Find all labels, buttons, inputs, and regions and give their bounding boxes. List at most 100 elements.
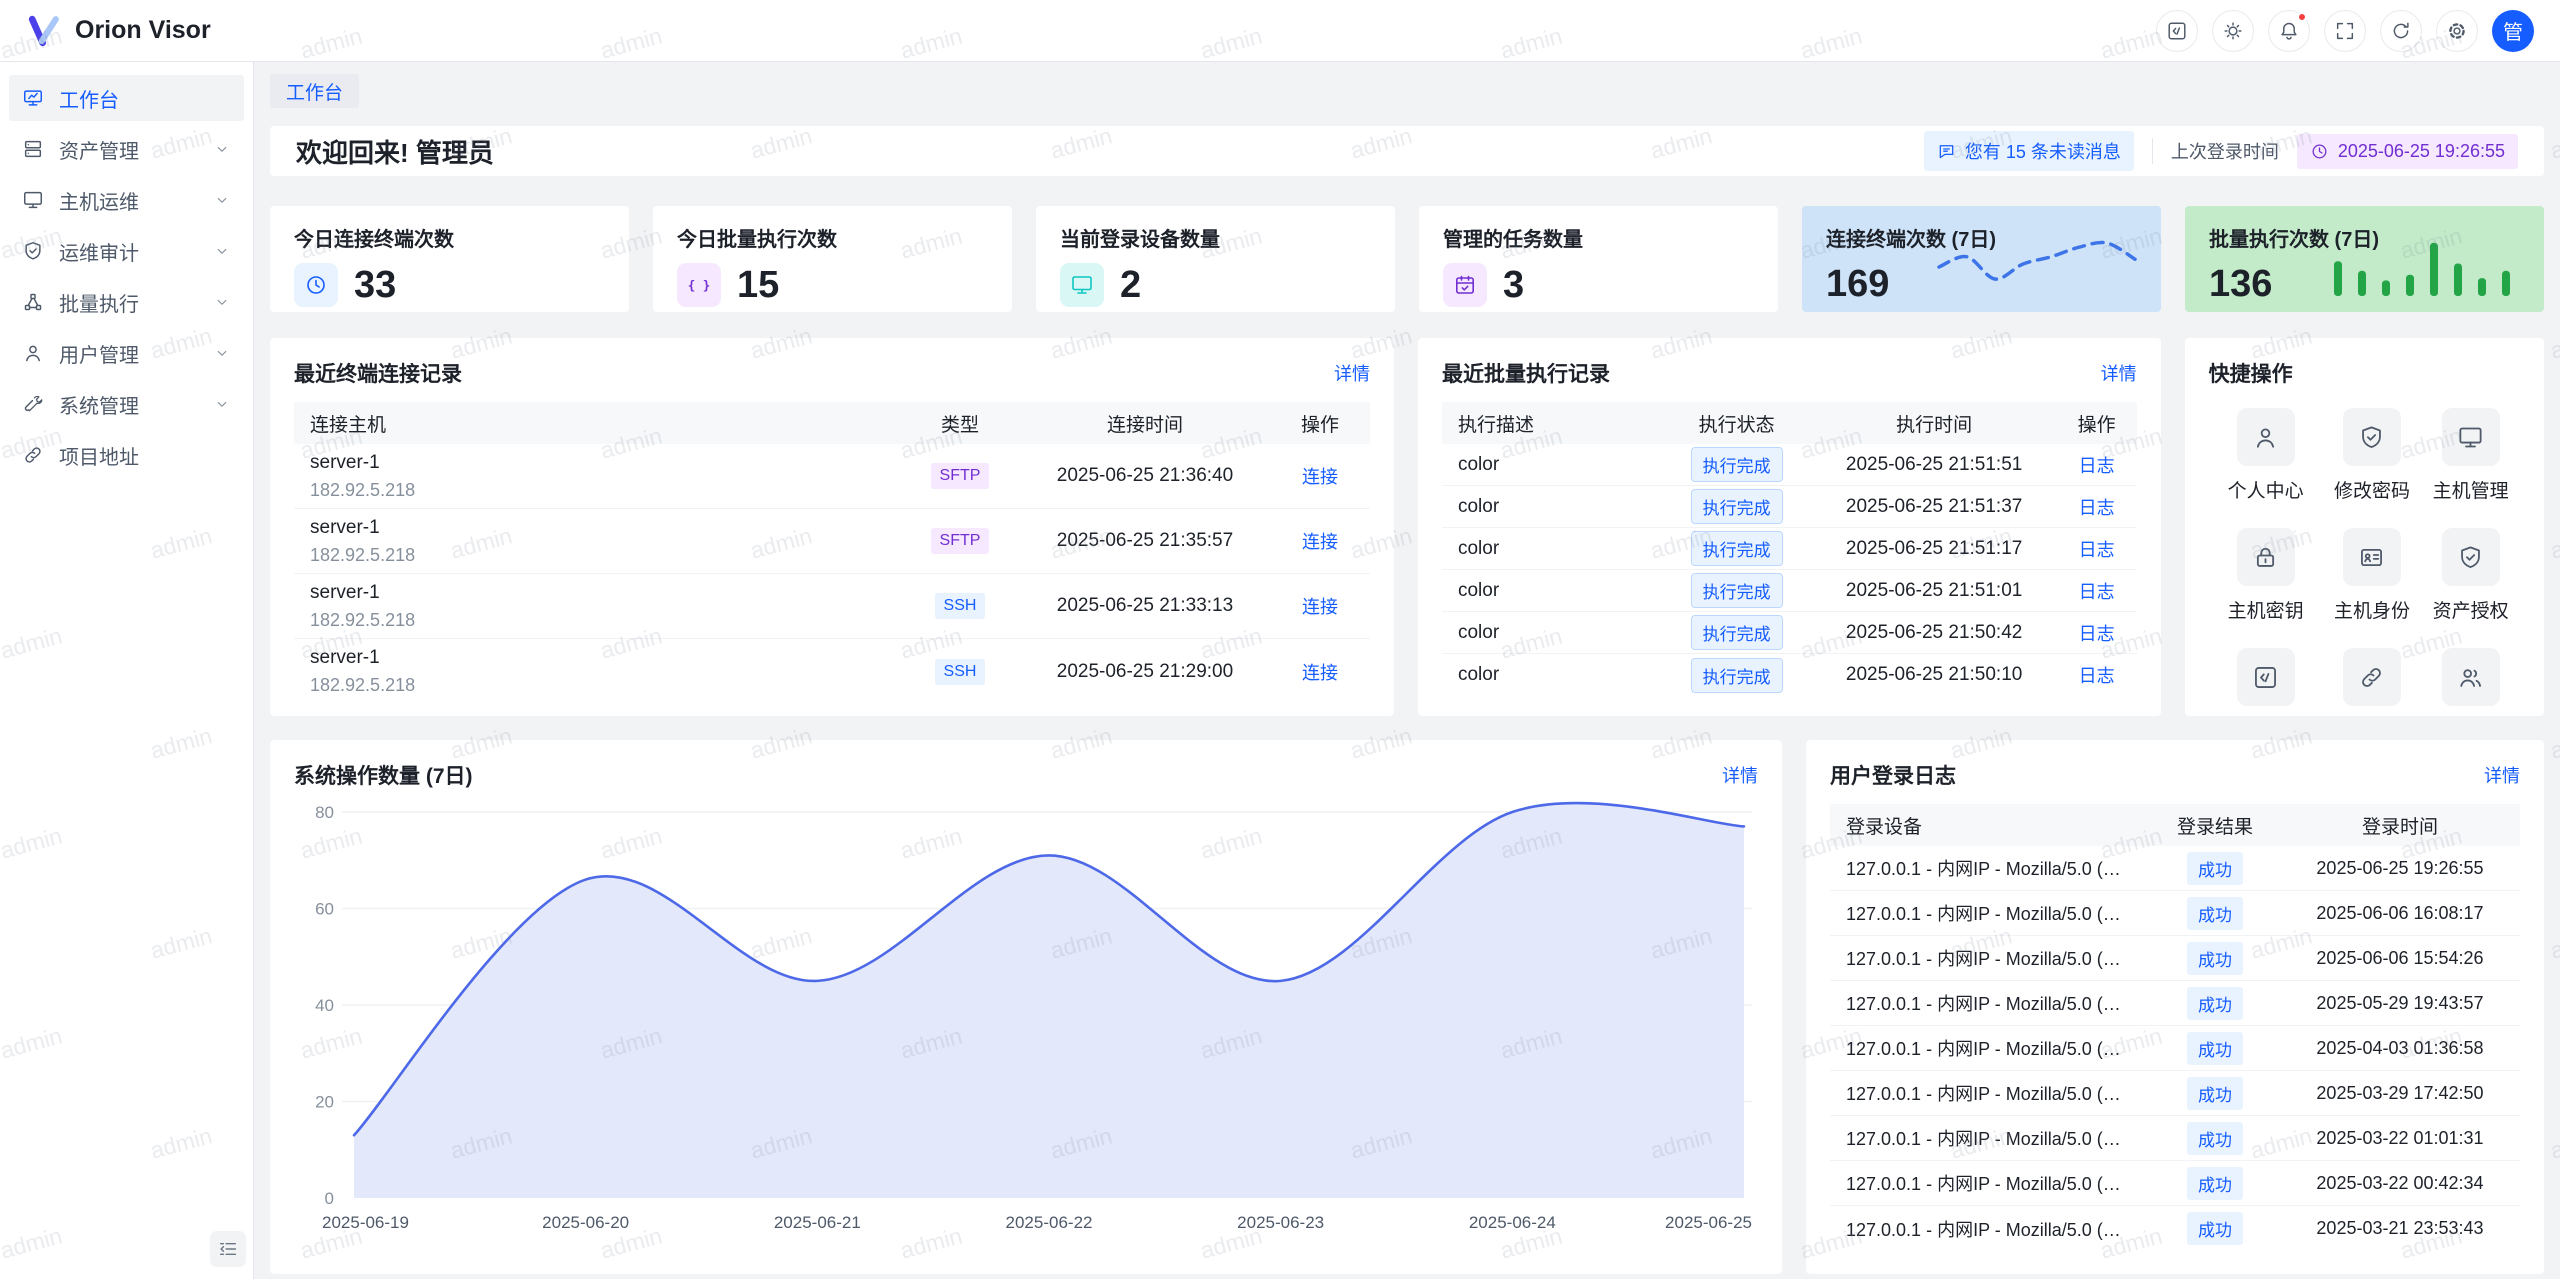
- quick-action-label: 修改密码: [2333, 481, 2410, 502]
- sidebar-item-label: 项目地址: [59, 446, 139, 469]
- theme-button[interactable]: [2212, 9, 2254, 52]
- host-name: server-1: [310, 451, 380, 473]
- column-header: 登录时间: [2361, 816, 2438, 838]
- quick-action-online-sessions[interactable]: 在线会话: [2433, 648, 2509, 716]
- connect-link[interactable]: 连接: [1301, 662, 1338, 683]
- connect-link[interactable]: 连接: [1301, 597, 1338, 617]
- login-log-row: 127.0.0.1 - 内网IP - Mozilla/5.0 (Windows …: [1830, 1026, 2520, 1071]
- sidebar-item-workbench[interactable]: 工作台: [9, 75, 244, 121]
- dev-tools-button[interactable]: [2156, 9, 2198, 52]
- braces-icon: { }: [677, 263, 721, 307]
- svg-text:60: 60: [315, 900, 334, 919]
- collapse-icon: [217, 1238, 239, 1260]
- log-link[interactable]: 日志: [2078, 539, 2115, 560]
- log-link[interactable]: 日志: [2078, 455, 2115, 476]
- stat-title: 批量执行次数 (7日): [2209, 229, 2379, 251]
- sidebar-item-label: 用户管理: [59, 344, 139, 367]
- brand-title: Orion Visor: [75, 16, 211, 44]
- notifications-button[interactable]: [2268, 9, 2310, 52]
- login-log-detail-link[interactable]: 详情: [2484, 766, 2520, 786]
- chevron-down-icon: [213, 242, 231, 260]
- quick-action-change-password[interactable]: 修改密码: [2334, 408, 2410, 503]
- connect-link[interactable]: 连接: [1301, 467, 1338, 487]
- sidebar-item-project-link[interactable]: 项目地址: [9, 432, 244, 478]
- login-device: 127.0.0.1 - 内网IP - Mozilla/5.0 (Windows …: [1846, 994, 2150, 1014]
- stat-title: 今日连接终端次数: [294, 229, 454, 251]
- quick-action-host-keys[interactable]: 主机密钥: [2228, 528, 2304, 623]
- collapse-sidebar-button[interactable]: [210, 1231, 246, 1267]
- system-operations-detail-link[interactable]: 详情: [1722, 766, 1758, 786]
- column-header: 操作: [2077, 414, 2116, 436]
- execution-description: color: [1457, 664, 1500, 685]
- quick-action-host-identity[interactable]: 主机身份: [2334, 528, 2410, 623]
- user-avatar[interactable]: 管: [2492, 9, 2534, 52]
- sidebar-item-asset-management[interactable]: 资产管理: [9, 126, 244, 172]
- svg-text:20: 20: [315, 1093, 334, 1112]
- system-operations-area-chart: 0 20 40 60 80 2025-06-19 2025-06-20 2025-06-21 2…: [294, 790, 1758, 1244]
- stat-title: 管理的任务数量: [1443, 229, 1583, 251]
- chevron-down-icon: [213, 293, 231, 311]
- sidebar-item-batch-exec[interactable]: 批量执行: [9, 279, 244, 325]
- host-name: server-1: [310, 647, 380, 668]
- login-log-row: 127.0.0.1 - 内网IP - Mozilla/5.0 (Windows …: [1830, 1206, 2520, 1251]
- quick-action-asset-authorization[interactable]: 资产授权: [2433, 528, 2509, 623]
- login-log-row: 127.0.0.1 - 内网IP - Mozilla/5.0 (Windows …: [1830, 1116, 2520, 1161]
- batch-execution-row: color 执行完成 2025-06-25 21:51:51 日志: [1441, 444, 2137, 486]
- stats-row: 今日连接终端次数 33 今日批量执行次数 { } 15 当前登录设备数量 2 管理的任务数量 3…: [270, 206, 2544, 312]
- stat-card-current-login-devices: 当前登录设备数量 2: [1036, 206, 1395, 312]
- lock-icon: [2252, 544, 2279, 571]
- log-link[interactable]: 日志: [2078, 497, 2115, 518]
- sidebar-item-system-management[interactable]: 系统管理: [9, 381, 244, 427]
- connect-link[interactable]: 连接: [1301, 532, 1338, 552]
- fullscreen-button[interactable]: [2324, 9, 2366, 52]
- refresh-button[interactable]: [2380, 9, 2422, 52]
- terminal-detail-link[interactable]: 详情: [1333, 364, 1370, 384]
- login-device: 127.0.0.1 - 内网IP - Mozilla/5.0 (Windows …: [1846, 859, 2150, 879]
- clock-icon: [2310, 142, 2329, 161]
- host-ip: 182.92.5.218: [310, 609, 416, 630]
- quick-action-label: 主机管理: [2432, 481, 2509, 502]
- breadcrumb-item-workbench[interactable]: 工作台: [286, 82, 344, 104]
- log-link[interactable]: 日志: [2078, 581, 2115, 602]
- code-square-icon: [2252, 664, 2279, 691]
- id-card-icon: [2358, 544, 2385, 571]
- host-ip: 182.92.5.218: [310, 479, 416, 500]
- protocol-badge: SFTP: [930, 528, 990, 554]
- quick-action-host-terminal[interactable]: 主机终端: [2228, 648, 2304, 716]
- unread-messages-text: 您有 15 条未读消息: [1964, 142, 2121, 162]
- brand: Orion Visor: [26, 13, 211, 49]
- sidebar-item-host-ops[interactable]: 主机运维: [9, 177, 244, 223]
- sidebar-item-user-management[interactable]: 用户管理: [9, 330, 244, 376]
- header-actions: 管: [2156, 9, 2534, 52]
- log-link[interactable]: 日志: [2078, 623, 2115, 644]
- wrench-icon: [22, 393, 44, 415]
- execution-time: 2025-06-25 21:50:10: [1845, 664, 2023, 685]
- login-result-badge: 成功: [2187, 1031, 2243, 1065]
- batch-exec-detail-link[interactable]: 详情: [2100, 364, 2137, 384]
- login-device: 127.0.0.1 - 内网IP - Mozilla/5.0 (Windows …: [1846, 904, 2150, 924]
- quick-action-personal-center[interactable]: 个人中心: [2228, 408, 2304, 503]
- assets-icon: [22, 138, 44, 160]
- login-log-row: 127.0.0.1 - 内网IP - Mozilla/5.0 (Windows …: [1830, 981, 2520, 1026]
- login-time: 2025-06-06 15:54:26: [2316, 947, 2484, 968]
- panel-title: 快捷操作: [2208, 363, 2293, 386]
- log-link[interactable]: 日志: [2078, 666, 2115, 686]
- last-login-time: 2025-06-25 19:26:55: [2337, 140, 2505, 161]
- column-header: 操作: [1300, 414, 1339, 436]
- login-device: 127.0.0.1 - 内网IP - Mozilla/5.0 (Windows …: [1846, 1174, 2150, 1194]
- host-ip: 182.92.5.218: [310, 544, 416, 565]
- sidebar-item-ops-audit[interactable]: 运维审计: [9, 228, 244, 274]
- terminal-connections-table: 连接主机 类型 连接时间 操作 server-1 182.92.5.218 SFTP 2025…: [294, 402, 1370, 704]
- quick-action-host-management[interactable]: 主机管理: [2433, 408, 2509, 503]
- batch-executions-table: 执行描述 执行状态 执行时间 操作 color 执行完成 2025-06-25 21:51:…: [1441, 402, 2137, 696]
- panel-head: 快捷操作: [2209, 358, 2520, 388]
- quick-action-connection-log[interactable]: 连接日志: [2334, 648, 2410, 716]
- execution-time: 2025-06-25 21:50:42: [1845, 621, 2023, 643]
- protocol-badge: SSH: [934, 593, 986, 619]
- breadcrumb[interactable]: 工作台: [270, 74, 360, 108]
- settings-button[interactable]: [2436, 9, 2478, 52]
- column-header: 登录设备: [1846, 816, 1923, 838]
- connection-time: 2025-06-25 21:29:00: [1056, 660, 1234, 682]
- message-icon: [1937, 142, 1956, 161]
- unread-messages-badge[interactable]: 您有 15 条未读消息: [1923, 131, 2134, 171]
